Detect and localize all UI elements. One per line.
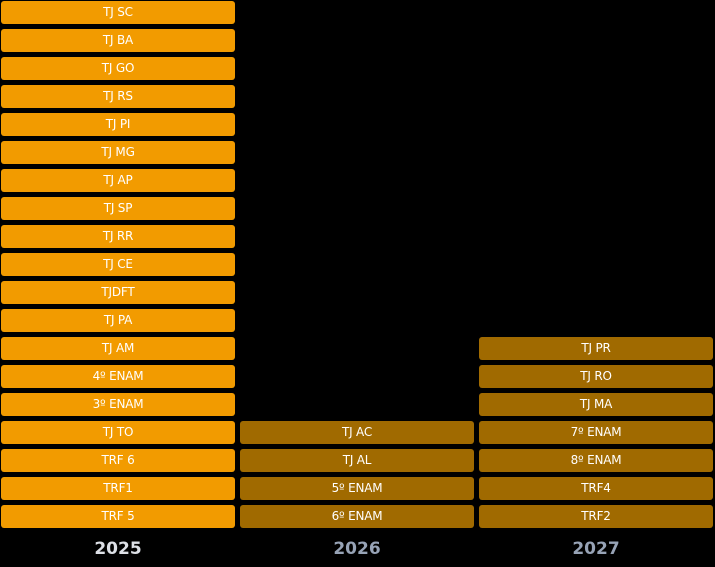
schedule-item: TRF 5 <box>1 505 235 528</box>
schedule-item: TJ BA <box>1 29 235 52</box>
schedule-item: TRF4 <box>479 477 713 500</box>
schedule-item: TJ AL <box>240 449 474 472</box>
schedule-item: 7º ENAM <box>479 421 713 444</box>
schedule-item: TJ CE <box>1 253 235 276</box>
schedule-item: 6º ENAM <box>240 505 474 528</box>
schedule-item: TJ MG <box>1 141 235 164</box>
schedule-item: 5º ENAM <box>240 477 474 500</box>
schedule-item: TRF2 <box>479 505 713 528</box>
schedule-item: 8º ENAM <box>479 449 713 472</box>
schedule-item: TRF 6 <box>1 449 235 472</box>
schedule-item: TJ PA <box>1 309 235 332</box>
schedule-item: TJ GO <box>1 57 235 80</box>
schedule-item: TJ AM <box>1 337 235 360</box>
schedule-item: TJ RO <box>479 365 713 388</box>
schedule-item: 4º ENAM <box>1 365 235 388</box>
schedule-item: TJ RS <box>1 85 235 108</box>
schedule-item: 3º ENAM <box>1 393 235 416</box>
column-2026: TJ AC TJ AL 5º ENAM 6º ENAM <box>239 0 475 530</box>
schedule-item: TJ SC <box>1 1 235 24</box>
column-2025: TJ SC TJ BA TJ GO TJ RS TJ PI TJ MG TJ AP TJ SP… <box>0 0 236 530</box>
year-label-2025: 2025 <box>94 539 142 559</box>
schedule-item: TJDFT <box>1 281 235 304</box>
schedule-item: TJ AP <box>1 169 235 192</box>
schedule-item: TJ PR <box>479 337 713 360</box>
schedule-item: TJ MA <box>479 393 713 416</box>
column-2027: TJ PR TJ RO TJ MA 7º ENAM 8º ENAM TRF4 TRF2 <box>478 0 714 530</box>
schedule-item: TJ AC <box>240 421 474 444</box>
year-label-2027: 2027 <box>572 539 620 559</box>
schedule-item: TJ SP <box>1 197 235 220</box>
schedule-item: TJ TO <box>1 421 235 444</box>
year-label-2026: 2026 <box>333 539 381 559</box>
schedule-item: TJ PI <box>1 113 235 136</box>
schedule-item: TJ RR <box>1 225 235 248</box>
schedule-item: TRF1 <box>1 477 235 500</box>
